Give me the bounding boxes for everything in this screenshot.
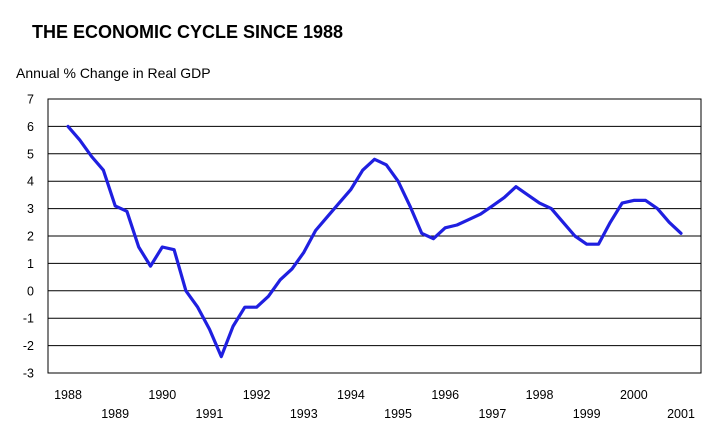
y-tick-label: -1 xyxy=(23,312,34,326)
y-tick-label: 5 xyxy=(27,147,34,161)
y-tick-label: -2 xyxy=(23,339,34,353)
y-tick-label: 3 xyxy=(27,202,34,216)
x-tick-label: 1992 xyxy=(243,388,271,402)
x-tick-label: 1998 xyxy=(526,388,554,402)
x-tick-label: 1989 xyxy=(101,407,129,421)
y-tick-labels: 7 6 5 4 3 2 1 0 -1 -2 -3 xyxy=(23,93,34,381)
x-tick-label: 1988 xyxy=(54,388,82,402)
x-tick-labels: 1988 1990 1992 1994 1996 1998 2000 1989 1991 1993… xyxy=(54,388,695,421)
x-tick-label: 1994 xyxy=(337,388,365,402)
x-tick-label: 1996 xyxy=(431,388,459,402)
x-tick-label: 1990 xyxy=(148,388,176,402)
series-layer xyxy=(66,124,683,359)
x-tick-label: 1999 xyxy=(573,407,601,421)
x-tick-label: 2000 xyxy=(620,388,648,402)
x-tick-label: 2001 xyxy=(667,407,695,421)
x-tick-label: 1997 xyxy=(478,407,506,421)
gridlines xyxy=(48,125,701,347)
series-line xyxy=(66,124,683,359)
x-tick-label: 1991 xyxy=(196,407,224,421)
x-tick-label: 1993 xyxy=(290,407,318,421)
y-tick-label: 4 xyxy=(27,175,34,189)
y-tick-label: 1 xyxy=(27,257,34,271)
y-tick-label: 0 xyxy=(27,284,34,298)
y-axis-label: Annual % Change in Real GDP xyxy=(16,65,211,81)
y-tick-label: 2 xyxy=(27,230,34,244)
y-tick-label: 6 xyxy=(27,120,34,134)
x-tick-label: 1995 xyxy=(384,407,412,421)
y-tick-label: -3 xyxy=(23,367,34,381)
y-tick-label: 7 xyxy=(27,93,34,107)
chart-title: THE ECONOMIC CYCLE SINCE 1988 xyxy=(32,22,343,42)
